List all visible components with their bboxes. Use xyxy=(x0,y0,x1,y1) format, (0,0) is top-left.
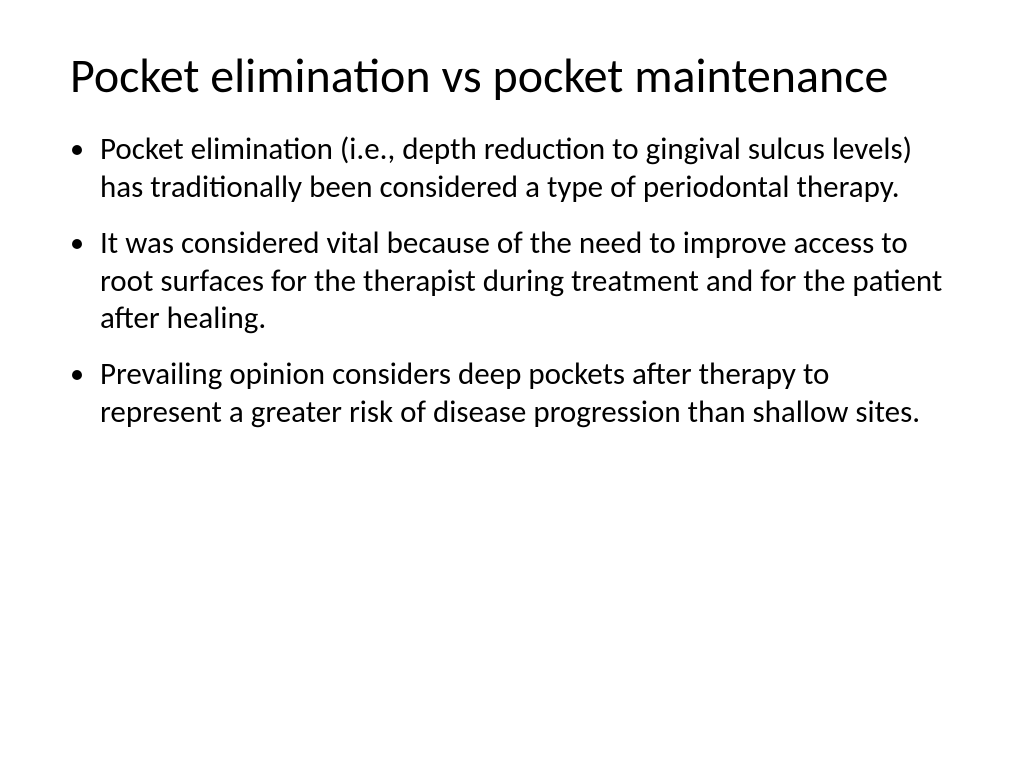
bullet-item: Prevailing opinion considers deep pocket… xyxy=(98,356,954,432)
slide-container: Pocket elimination vs pocket maintenance… xyxy=(0,0,1024,768)
slide-body-list: Pocket elimination (i.e., depth reductio… xyxy=(70,131,954,432)
bullet-item: Pocket elimination (i.e., depth reductio… xyxy=(98,131,954,207)
bullet-item: It was considered vital because of the n… xyxy=(98,225,954,338)
slide-title: Pocket elimination vs pocket maintenance xyxy=(70,48,954,103)
